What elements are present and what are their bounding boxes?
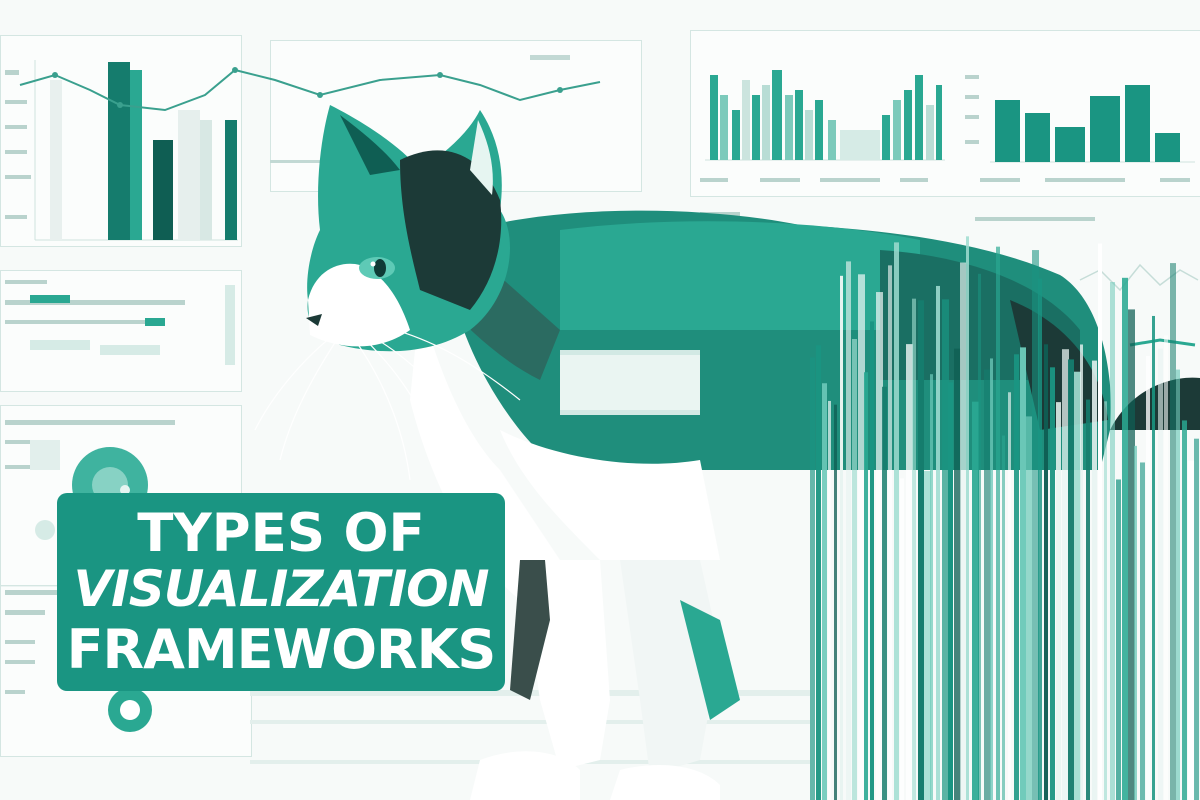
glitch-bar	[1116, 479, 1121, 800]
title-line-3: FRAMEWORKS	[66, 618, 497, 681]
glitch-bar	[1110, 282, 1115, 800]
glitch-bar	[1104, 401, 1107, 800]
glitch-bar	[1158, 348, 1163, 800]
glitch-bar	[1044, 344, 1048, 800]
glitch-bar	[972, 401, 979, 800]
glitch-bar	[1062, 349, 1069, 800]
glitch-bar	[1092, 360, 1097, 800]
glitch-bar	[1008, 392, 1011, 800]
glitch-bar	[1026, 416, 1032, 800]
glitch-bar	[1080, 344, 1083, 800]
glitch-bar	[846, 261, 851, 800]
glitch-bar	[816, 345, 821, 800]
glitch-bar	[882, 386, 887, 800]
glitch-bar	[810, 357, 815, 800]
glitch-bar	[954, 348, 961, 800]
glitch-bar	[990, 358, 993, 800]
glitch-bar	[1086, 399, 1090, 800]
glitch-bar	[906, 344, 913, 800]
glitch-bar	[1128, 309, 1135, 800]
glitch-bar	[960, 262, 966, 800]
glitch-bar	[1122, 277, 1128, 800]
glitch-bar	[918, 300, 924, 800]
bar	[153, 140, 173, 240]
glitch-bar	[1182, 420, 1187, 800]
title-line-1: TYPES OF	[137, 503, 425, 564]
glitch-bar	[1074, 371, 1081, 800]
glitch-bar	[966, 236, 969, 800]
glitch-bar	[1140, 462, 1145, 800]
glitch-bar	[1032, 250, 1039, 800]
glitch-bar	[984, 369, 991, 800]
glitch-bar	[930, 374, 933, 800]
glitch-bar	[1056, 402, 1061, 800]
glitch-bar	[1068, 359, 1074, 800]
glitch-bar	[840, 275, 843, 800]
glitch-bar	[852, 339, 857, 800]
bar	[200, 120, 212, 240]
glitch-bar	[1020, 347, 1026, 800]
dashboard-panel-left-middle	[0, 270, 242, 392]
glitch-bar	[936, 285, 940, 800]
glitch-block	[560, 355, 700, 410]
glitch-bar	[1014, 354, 1019, 800]
glitch-bar	[900, 478, 904, 800]
glitch-bar	[1170, 263, 1176, 800]
glitch-bar	[876, 292, 883, 800]
bar	[50, 80, 62, 240]
bar	[130, 70, 142, 240]
glitch-bar	[996, 246, 1000, 800]
bar-chart-icon	[705, 70, 945, 161]
dashboard-panel-icon	[30, 285, 235, 365]
glitch-bar	[978, 273, 981, 800]
bar	[178, 110, 200, 240]
glitch-bar	[888, 265, 892, 800]
bar-chart-icon	[34, 60, 238, 241]
glitch-bar	[1188, 460, 1195, 800]
glitch-bar	[828, 400, 831, 800]
glitch-bar	[1098, 243, 1102, 800]
glitch-bar	[894, 242, 899, 800]
title-card	[57, 493, 505, 691]
bar-chart-icon	[990, 85, 1195, 163]
glitch-bar	[1050, 367, 1055, 800]
glitch-bar	[1002, 435, 1005, 800]
glitch-bar	[1134, 445, 1137, 800]
glitch-bar	[942, 299, 949, 800]
glitch-bar	[1038, 278, 1042, 800]
bar	[108, 62, 130, 240]
glitch-bar	[912, 298, 916, 800]
glitch-bar	[1152, 315, 1155, 800]
glitch-bar	[858, 274, 865, 800]
cat-illustration	[254, 105, 1200, 800]
glitch-bar	[1194, 438, 1199, 800]
glitch-bar	[948, 382, 953, 800]
glitch-bar	[924, 470, 931, 800]
glitch-bar	[822, 383, 827, 800]
line-chart-icon	[19, 67, 601, 112]
bar	[225, 120, 237, 240]
glitch-bar	[864, 372, 868, 800]
whiskers	[254, 319, 521, 501]
glitch-bar	[1176, 369, 1180, 800]
glitch-bar	[1146, 356, 1150, 800]
glitch-bar	[1164, 335, 1168, 800]
glitch-bar	[834, 404, 837, 800]
faint-axis-ticks	[5, 70, 1190, 694]
glitch-bar	[870, 321, 874, 800]
glitch-bar-chart	[560, 236, 1199, 800]
title-line-2: VISUALIZATION	[73, 560, 489, 618]
